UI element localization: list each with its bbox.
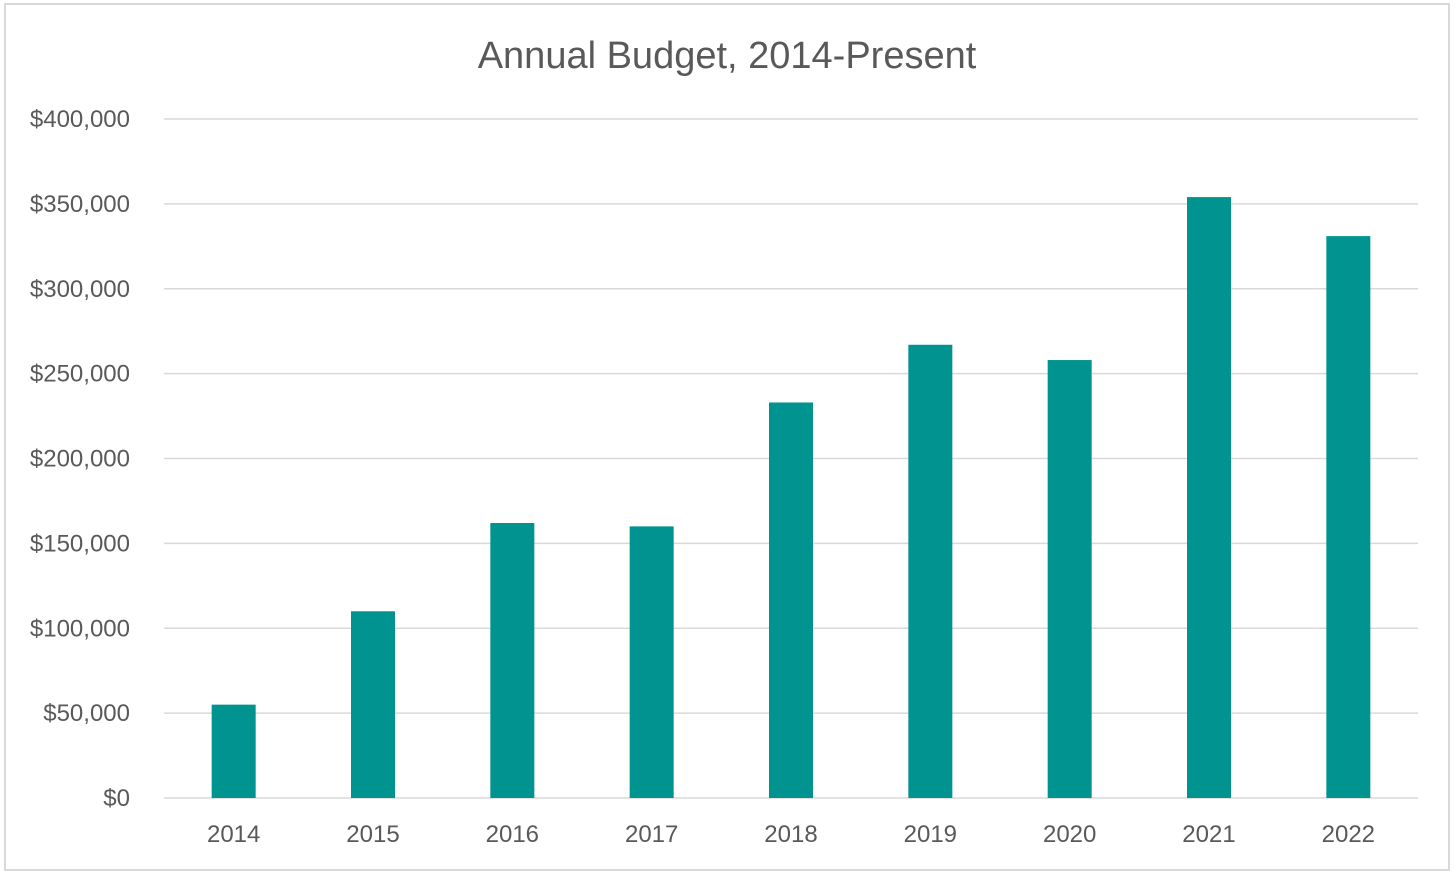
bar-2014 — [211, 704, 256, 798]
bar-2017 — [629, 526, 674, 798]
y-tick-label: $0 — [103, 785, 130, 812]
bar-2019 — [908, 344, 953, 798]
y-axis-tick-labels: $0 $50,000 $100,000 $150,000 $200,000 $250,00… — [30, 106, 130, 812]
x-tick-label: 2014 — [207, 821, 260, 848]
x-tick-label: 2020 — [1043, 821, 1096, 848]
y-tick-label: $50,000 — [43, 700, 130, 727]
y-tick-label: $300,000 — [30, 276, 130, 303]
y-tick-label: $200,000 — [30, 446, 130, 473]
x-tick-label: 2022 — [1322, 821, 1375, 848]
x-tick-label: 2019 — [904, 821, 957, 848]
x-axis-tick-labels: 2014 2015 2016 2017 2018 2019 2020 2021 2022 — [207, 821, 1375, 848]
x-tick-label: 2018 — [764, 821, 817, 848]
x-tick-label: 2021 — [1182, 821, 1235, 848]
y-tick-label: $350,000 — [30, 191, 130, 218]
bar-2022 — [1326, 236, 1371, 798]
chart-title: Annual Budget, 2014-Present — [478, 35, 977, 77]
bar-2015 — [351, 611, 395, 798]
x-tick-label: 2016 — [486, 821, 539, 848]
bar-2018 — [769, 402, 813, 798]
y-tick-label: $400,000 — [30, 106, 130, 133]
bar-2021 — [1187, 197, 1231, 798]
bars — [211, 197, 1371, 798]
bar-2016 — [490, 523, 535, 798]
y-tick-label: $100,000 — [30, 615, 130, 642]
y-tick-label: $150,000 — [30, 530, 130, 557]
y-tick-label: $250,000 — [30, 361, 130, 388]
bar-2020 — [1047, 360, 1092, 798]
x-tick-label: 2015 — [346, 821, 399, 848]
x-tick-label: 2017 — [625, 821, 678, 848]
